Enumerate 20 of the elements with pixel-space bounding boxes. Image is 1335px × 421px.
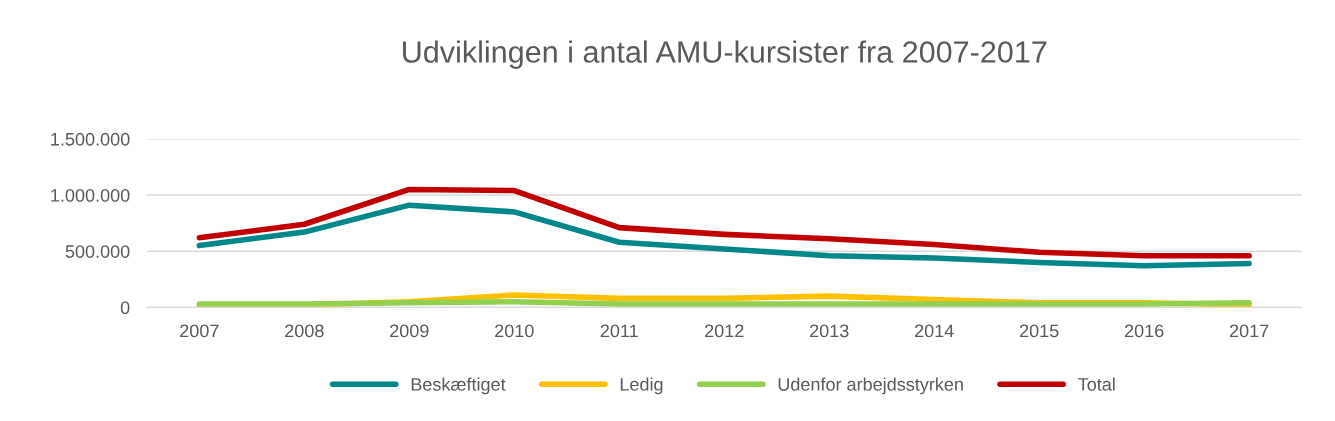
x-tick-label: 2015 (1020, 324, 1059, 338)
chart-title: Udviklingen i antal AMU-kursister fra 2007-2017 (403, 40, 1047, 69)
legend-label: Beskæftiget (411, 377, 506, 395)
y-tick-label: 0 (120, 301, 130, 315)
legend-label: Total (1078, 377, 1115, 391)
x-tick-label: 2011 (600, 324, 638, 338)
legend-label: Ledig (620, 377, 663, 395)
x-tick-label: 2014 (915, 324, 954, 338)
y-tick-label: 1.000.000 (51, 189, 130, 202)
y-tick-label: 1.500.000 (51, 132, 130, 146)
x-tick-label: 2013 (810, 324, 849, 338)
x-tick-label: 2012 (705, 324, 744, 338)
y-tick-label: 500.000 (65, 245, 130, 258)
x-tick-label: 2010 (495, 324, 534, 338)
x-tick-label: 2017 (1229, 324, 1269, 338)
x-tick-label: 2009 (390, 324, 429, 338)
x-tick-label: 2016 (1124, 324, 1164, 338)
x-tick-label: 2008 (285, 324, 324, 338)
legend-label: Udenfor arbejdsstyrken (778, 377, 963, 395)
x-tick-label: 2007 (180, 324, 219, 338)
